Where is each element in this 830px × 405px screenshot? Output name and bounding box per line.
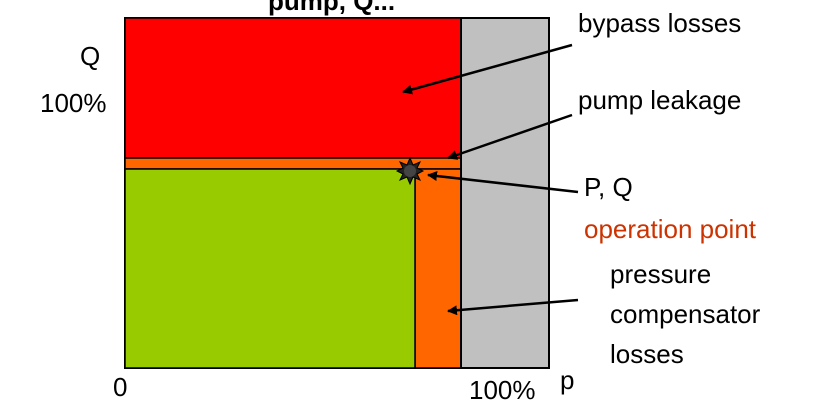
leakage-arrow xyxy=(447,113,573,160)
diagram-title: pump, Q... xyxy=(268,0,396,16)
compensator-losses-region xyxy=(414,168,462,369)
pump-leakage-label: pump leakage xyxy=(578,85,742,115)
compensator-label-line3: losses xyxy=(610,339,684,369)
x-axis-max-label: 100% xyxy=(469,375,536,405)
operation-point-arrow xyxy=(427,171,579,194)
bypass-arrow xyxy=(402,43,573,95)
y-axis-label: Q xyxy=(80,41,101,71)
operation-point-label: operation point xyxy=(584,214,757,244)
compensator-label-line2: compensator xyxy=(610,299,761,329)
pq-label: P, Q xyxy=(584,172,633,202)
operation-point-marker xyxy=(395,156,425,186)
bypass-losses-region xyxy=(124,17,462,159)
y-axis-max-label: 100% xyxy=(40,88,107,118)
compensator-arrow xyxy=(447,298,579,316)
compensator-label-line1: pressure xyxy=(610,259,712,289)
x-axis-origin-label: 0 xyxy=(113,372,128,402)
useful-power-region xyxy=(124,168,416,369)
x-axis-label: p xyxy=(560,365,575,395)
bypass-losses-label: bypass losses xyxy=(578,8,742,38)
